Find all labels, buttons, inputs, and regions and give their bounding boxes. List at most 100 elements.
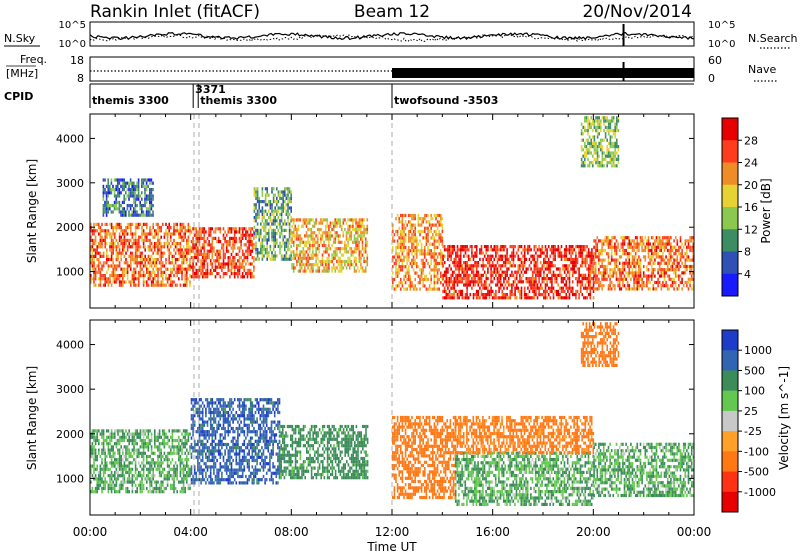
- heatmap-cell: [360, 237, 362, 241]
- heatmap-cell: [121, 210, 124, 214]
- heatmap-cell: [304, 250, 306, 254]
- heatmap-cell: [131, 194, 133, 198]
- heatmap-cell: [495, 289, 497, 293]
- heatmap-cell: [198, 252, 201, 256]
- heatmap-cell: [676, 287, 679, 291]
- heatmap-cell: [593, 122, 596, 126]
- heatmap-cell: [504, 264, 507, 268]
- heatmap-cell: [515, 296, 518, 300]
- heatmap-cell: [112, 232, 114, 236]
- heatmap-cell: [453, 296, 456, 300]
- heatmap-cell: [601, 258, 603, 262]
- heatmap-cell: [133, 258, 135, 262]
- heatmap-cell: [525, 293, 528, 297]
- heatmap-cell: [617, 284, 619, 288]
- heatmap-cell: [474, 293, 476, 297]
- heatmap-cell: [422, 265, 424, 269]
- heatmap-cell: [440, 252, 442, 256]
- heatmap-cell: [600, 164, 602, 168]
- heatmap-cell: [355, 269, 357, 273]
- heatmap-cell: [674, 248, 677, 253]
- heatmap-cell: [121, 188, 124, 192]
- heatmap-cell: [241, 236, 244, 240]
- heatmap-cell: [530, 283, 532, 287]
- heatmap-cell: [441, 261, 444, 266]
- heatmap-cell: [546, 296, 548, 300]
- heatmap-cell: [217, 252, 220, 256]
- heatmap-cell: [488, 254, 491, 258]
- heatmap-cell: [203, 240, 206, 244]
- heatmap-cell: [585, 145, 588, 149]
- heatmap-cell: [584, 145, 586, 149]
- heatmap-cell: [560, 245, 563, 249]
- heatmap-cell: [248, 249, 250, 253]
- heatmap-cell: [318, 269, 321, 273]
- heatmap-cell: [230, 227, 233, 231]
- heatmap-cell: [253, 190, 256, 194]
- heatmap-cell: [260, 228, 262, 232]
- heatmap-cell: [288, 187, 291, 191]
- heatmap-cell: [674, 236, 677, 240]
- heatmap-cell: [104, 238, 106, 242]
- heatmap-cell: [453, 280, 456, 284]
- heatmap-cell: [217, 272, 220, 276]
- heatmap-cell: [117, 254, 119, 258]
- heatmap-cell: [593, 145, 596, 149]
- heatmap-cell: [318, 250, 321, 254]
- heatmap-cell: [224, 262, 226, 266]
- heatmap-cell: [326, 259, 329, 264]
- heatmap-cell: [595, 148, 597, 152]
- heatmap-cell: [186, 245, 188, 249]
- heatmap-cell: [401, 213, 404, 218]
- heatmap-cell: [360, 263, 362, 267]
- heatmap-cell: [409, 261, 412, 266]
- heatmap-cell: [255, 244, 257, 248]
- heatmap-cell: [461, 264, 464, 268]
- heatmap-cell: [658, 239, 661, 243]
- heatmap-cell: [263, 225, 265, 229]
- heatmap-cell: [403, 233, 405, 237]
- heatmap-cell: [356, 231, 359, 235]
- heatmap-cell: [337, 269, 340, 273]
- heatmap-cell: [519, 257, 521, 261]
- heatmap-cell: [436, 271, 439, 275]
- heatmap-cell: [93, 254, 95, 258]
- heatmap-cell: [280, 254, 283, 258]
- velocity-heatmap: [90, 322, 694, 506]
- heatmap-cell: [93, 274, 95, 278]
- heatmap-cell: [233, 256, 236, 260]
- heatmap-cell: [297, 253, 300, 257]
- heatmap-cell: [154, 232, 156, 236]
- heatmap-cell: [98, 258, 100, 262]
- heatmap-cell: [102, 474, 105, 478]
- heatmap-cell: [430, 223, 432, 227]
- heatmap-cell: [176, 270, 178, 274]
- heatmap-cell: [401, 245, 404, 250]
- heatmap-cell: [425, 277, 428, 282]
- heatmap-cell: [206, 272, 209, 276]
- heatmap-cell: [165, 258, 167, 262]
- heatmap-cell: [348, 266, 351, 270]
- heatmap-cell: [112, 448, 114, 452]
- heatmap-cell: [145, 184, 148, 188]
- heatmap-cell: [326, 256, 329, 260]
- heatmap-cell: [692, 284, 694, 288]
- heatmap-cell: [203, 252, 206, 256]
- heatmap-cell: [644, 245, 647, 249]
- heatmap-cell: [523, 245, 526, 249]
- heatmap-cell: [282, 241, 284, 245]
- heatmap-cell: [487, 289, 489, 293]
- heatmap-cell: [673, 287, 675, 291]
- heatmap-cell: [606, 161, 608, 165]
- heatmap-cell: [403, 226, 405, 230]
- heatmap-cell: [201, 256, 204, 260]
- heatmap-cell: [679, 258, 682, 262]
- heatmap-cell: [118, 207, 121, 211]
- heatmap-cell: [614, 141, 616, 145]
- heatmap-cell: [611, 119, 613, 123]
- noise-sky-trace: [89, 31, 695, 41]
- heatmap-cell: [657, 271, 659, 275]
- heatmap-cell: [681, 271, 683, 275]
- heatmap-cell: [264, 232, 267, 236]
- heatmap-cell: [122, 448, 124, 452]
